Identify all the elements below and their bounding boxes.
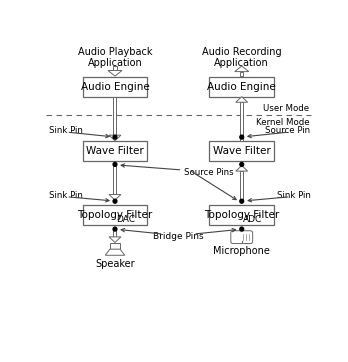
Bar: [209, 205, 274, 225]
Bar: [113, 66, 117, 71]
Polygon shape: [109, 194, 121, 200]
Bar: [82, 205, 147, 225]
Text: Wave Filter: Wave Filter: [213, 146, 271, 156]
Text: Sink Pin: Sink Pin: [277, 190, 310, 199]
Text: Audio Engine: Audio Engine: [81, 82, 149, 92]
Polygon shape: [236, 97, 248, 102]
Circle shape: [113, 227, 117, 231]
Text: Speaker: Speaker: [95, 258, 135, 269]
Text: Source Pins: Source Pins: [184, 168, 234, 177]
Text: ADC: ADC: [243, 215, 262, 223]
Circle shape: [113, 199, 117, 203]
Text: Audio Engine: Audio Engine: [207, 82, 276, 92]
Text: Bridge Pins: Bridge Pins: [153, 232, 204, 241]
Bar: [240, 171, 243, 200]
Polygon shape: [109, 237, 121, 243]
Polygon shape: [235, 66, 249, 72]
Bar: [240, 232, 243, 235]
Polygon shape: [236, 230, 248, 235]
Bar: [240, 102, 243, 141]
Text: Microphone: Microphone: [213, 246, 270, 256]
Bar: [209, 141, 274, 161]
Text: Sink Pin: Sink Pin: [49, 126, 83, 135]
Text: Audio Playback
Application: Audio Playback Application: [78, 47, 152, 68]
Text: User Mode: User Mode: [263, 104, 309, 113]
Circle shape: [240, 163, 244, 167]
Text: Sink Pin: Sink Pin: [49, 190, 83, 199]
Text: Source Pin: Source Pin: [266, 126, 310, 135]
Text: Audio Recording
Application: Audio Recording Application: [202, 47, 282, 68]
Polygon shape: [105, 249, 125, 255]
Bar: [113, 165, 117, 194]
Bar: [113, 230, 117, 237]
FancyBboxPatch shape: [231, 231, 253, 244]
Bar: [113, 97, 117, 135]
Polygon shape: [236, 165, 248, 171]
Circle shape: [240, 227, 244, 231]
Text: Wave Filter: Wave Filter: [86, 146, 144, 156]
Circle shape: [240, 199, 244, 203]
Bar: [209, 77, 274, 97]
Text: Topology Filter: Topology Filter: [77, 210, 152, 220]
Bar: [110, 243, 120, 249]
Circle shape: [113, 163, 117, 167]
Bar: [82, 141, 147, 161]
Text: DAC: DAC: [116, 215, 135, 223]
Text: Topology Filter: Topology Filter: [204, 210, 279, 220]
Polygon shape: [109, 135, 121, 141]
Circle shape: [240, 135, 244, 139]
Text: Kernel Mode: Kernel Mode: [255, 118, 309, 127]
Circle shape: [113, 135, 117, 139]
Polygon shape: [108, 71, 122, 76]
Bar: [82, 77, 147, 97]
Bar: [240, 72, 244, 76]
